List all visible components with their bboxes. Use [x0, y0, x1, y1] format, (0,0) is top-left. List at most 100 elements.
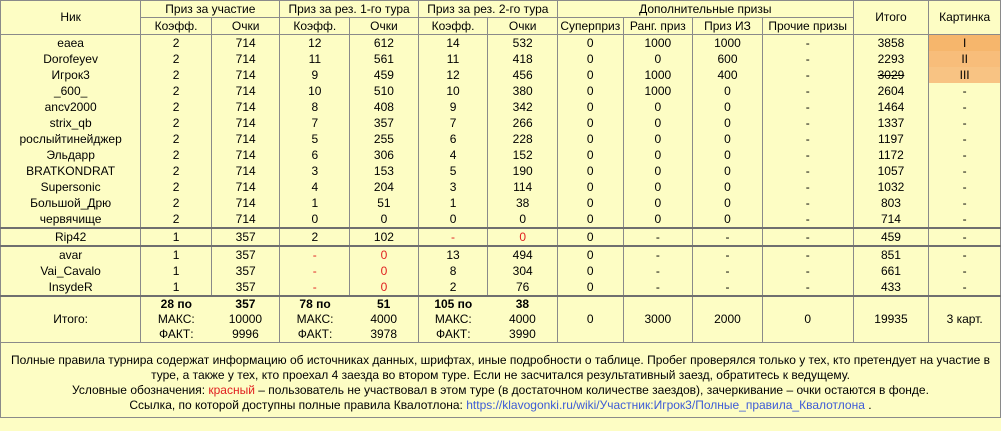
- cell-other-prizes: -: [761, 263, 854, 279]
- cell-rank-prize: 0: [622, 163, 694, 179]
- cell-tour2-coef: 3: [417, 179, 489, 195]
- cell-participation-coef: 1: [140, 227, 212, 247]
- cell-participation-coef: 2: [140, 67, 212, 83]
- cell-tour2-coef: 2: [417, 279, 489, 297]
- totals-row-max: МАКС: 10000 МАКС: 4000 МАКС: 4000: [1, 312, 1001, 327]
- header-iz-prize: Приз ИЗ: [692, 17, 763, 35]
- cell-nick: Игрок3: [0, 67, 142, 83]
- cell-tour1-points: 612: [349, 34, 419, 51]
- cell-rank-prize: -: [622, 279, 694, 297]
- cell-tour2-coef: 4: [417, 147, 489, 163]
- cell-participation-coef: 1: [140, 263, 212, 279]
- cell-iz-prize: 0: [692, 195, 763, 211]
- cell-picture: -: [928, 227, 1001, 247]
- cell-picture: I: [928, 34, 1001, 51]
- cell-iz-prize: 0: [692, 147, 763, 163]
- cell-rank-prize: 0: [622, 211, 694, 229]
- cell-tour1-coef: 9: [279, 67, 351, 83]
- cell-superprize: 0: [556, 279, 624, 297]
- cell-nick: Supersonic: [0, 179, 142, 195]
- cell-rank-prize: -: [622, 245, 694, 263]
- cell-tour2-coef: 13: [417, 245, 489, 263]
- cell-tour2-coef: -: [417, 227, 489, 247]
- cell-tour1-coef: 12: [279, 34, 351, 51]
- cell-rank-prize: 0: [622, 99, 694, 115]
- cell-tour2-coef: 7: [417, 115, 489, 131]
- tour1-each: 51: [349, 295, 419, 312]
- cell-nick: рослыйтинейджер: [0, 131, 142, 147]
- cell-tour1-points: 459: [349, 67, 419, 83]
- cell-total: 3029: [852, 67, 930, 83]
- cell-tour2-points: 380: [487, 83, 558, 99]
- cell-tour1-coef: -: [279, 279, 351, 297]
- tour2-max-label: МАКС:: [417, 312, 488, 327]
- cell-superprize: 0: [556, 263, 624, 279]
- cell-other-prizes: -: [761, 99, 854, 115]
- cell-participation-points: 714: [210, 115, 281, 131]
- cell-tour1-points: 0: [349, 263, 419, 279]
- cell-iz-prize: -: [692, 227, 763, 247]
- cell-superprize: 0: [556, 245, 624, 263]
- footer-notes: Полные правила турнира содержат информац…: [0, 343, 1001, 418]
- header-row-1: Ник Приз за участие Приз за рез. 1-го ту…: [0, 0, 1001, 35]
- table-row: Большой_Дрю 2 714 1 51 1 38 0 0 0-803-: [0, 195, 1001, 211]
- cell-participation-coef: 2: [140, 131, 212, 147]
- cell-participation-points: 714: [210, 195, 281, 211]
- cell-tour2-points: 532: [487, 34, 558, 51]
- cell-tour2-coef: 10: [417, 83, 489, 99]
- cell-participation-coef: 2: [140, 51, 212, 67]
- cell-other-prizes: -: [761, 67, 854, 83]
- cell-nick: _600_: [0, 83, 142, 99]
- cell-other-prizes: -: [761, 115, 854, 131]
- header-coef: Коэфф.: [140, 17, 212, 35]
- cell-picture: III: [928, 67, 1001, 83]
- rules-note: Полные правила турнира содержат информац…: [11, 353, 990, 382]
- legend-prefix: Условные обозначения:: [72, 383, 206, 397]
- header-superprize: Суперприз: [556, 17, 624, 35]
- cell-picture: -: [928, 163, 1001, 179]
- rules-link[interactable]: https://klavogonki.ru/wiki/Участник:Игро…: [466, 398, 865, 412]
- cell-tour2-points: 228: [487, 131, 558, 147]
- table-row: Supersonic 2 714 4 204 3 114 0 0 0-1032-: [0, 179, 1001, 195]
- cell-tour2-coef: 1: [417, 195, 489, 211]
- header-picture: Картинка: [928, 0, 1001, 35]
- cell-participation-coef: 2: [140, 179, 212, 195]
- cell-nick: Vai_Cavalo: [0, 263, 142, 279]
- cell-tour2-points: 266: [487, 115, 558, 131]
- cell-total: 3858: [852, 34, 930, 51]
- cell-iz-prize: 0: [692, 211, 763, 229]
- cell-picture: -: [928, 245, 1001, 263]
- table-row: Эльдарр 2 714 6 306 4 152 0 0 0-1172-: [0, 147, 1001, 163]
- cell-other-prizes: -: [761, 83, 854, 99]
- cell-tour2-points: 152: [487, 147, 558, 163]
- cell-superprize: 0: [556, 83, 624, 99]
- legend-red-label: красный: [208, 383, 255, 397]
- cell-participation-coef: 2: [140, 83, 212, 99]
- header-total: Итого: [852, 0, 930, 35]
- cell-other-prizes: -: [761, 179, 854, 195]
- tour1-max-label: МАКС:: [279, 312, 350, 327]
- cell-picture: -: [928, 211, 1001, 229]
- cell-tour1-points: 153: [349, 163, 419, 179]
- cell-iz-prize: 0: [692, 83, 763, 99]
- totals-row-fact: ФАКТ: 9996 ФАКТ: 3978 ФАКТ: 3990: [1, 327, 1001, 343]
- cell-participation-coef: 2: [140, 115, 212, 131]
- cell-tour1-coef: 8: [279, 99, 351, 115]
- cell-tour1-coef: -: [279, 263, 351, 279]
- participation-fact: 9996: [211, 327, 281, 343]
- cell-tour1-coef: 7: [279, 115, 351, 131]
- cell-superprize: 0: [556, 211, 624, 229]
- header-tour1: Приз за рез. 1-го тура: [279, 0, 419, 18]
- cell-other-prizes: -: [761, 163, 854, 179]
- table-row: червячище 2 714 0 0 0 0 0 0 0-714-: [0, 211, 1001, 229]
- cell-tour1-points: 306: [349, 147, 419, 163]
- cell-tour1-coef: 2: [279, 227, 351, 247]
- tour1-count: 78 по: [279, 295, 350, 312]
- totals-row-1: Итого: 28 по 357 78 по 51 105 по 38 0 30…: [0, 295, 1001, 343]
- link-prefix: Ссылка, по которой доступны полные прави…: [129, 398, 463, 412]
- cell-rank-prize: 0: [622, 179, 694, 195]
- header-other-prizes: Прочие призы: [761, 17, 854, 35]
- cell-other-prizes: -: [761, 227, 854, 247]
- cell-rank-prize: 0: [622, 147, 694, 163]
- cell-total: 2604: [852, 83, 930, 99]
